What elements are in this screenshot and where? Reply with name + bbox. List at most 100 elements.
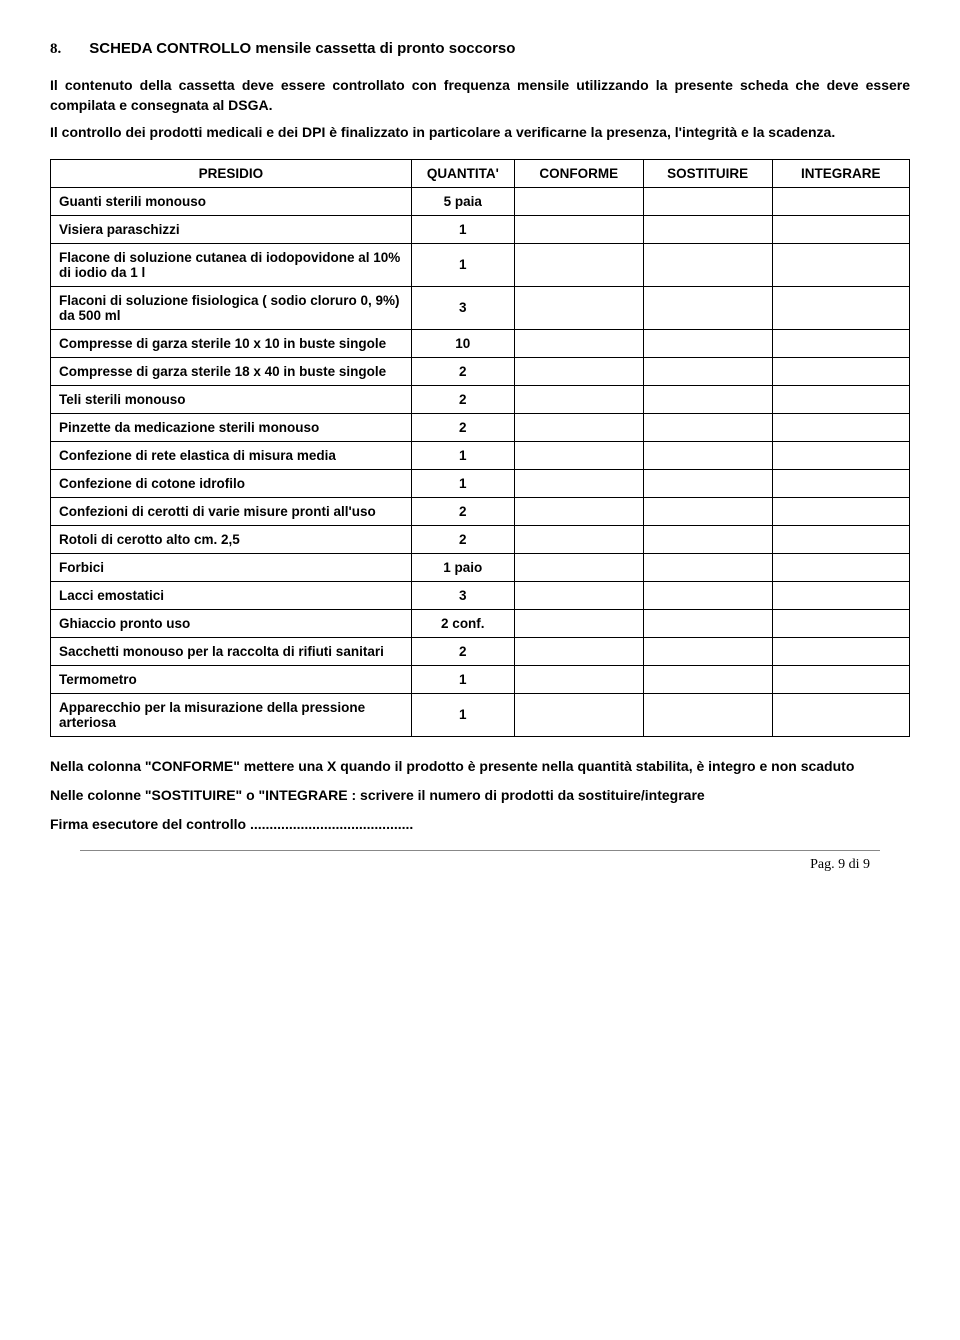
cell-quantita: 5 paia — [411, 187, 514, 215]
cell-conforme[interactable] — [514, 525, 643, 553]
note-conforme: Nella colonna "CONFORME" mettere una X q… — [50, 757, 910, 777]
cell-conforme[interactable] — [514, 329, 643, 357]
cell-integrare[interactable] — [772, 187, 909, 215]
table-row: Confezione di cotone idrofilo1 — [51, 469, 910, 497]
cell-sostituire[interactable] — [643, 665, 772, 693]
cell-conforme[interactable] — [514, 637, 643, 665]
cell-quantita: 2 — [411, 525, 514, 553]
intro-paragraph-1: Il contenuto della cassetta deve essere … — [50, 76, 910, 115]
header-conforme: CONFORME — [514, 159, 643, 187]
cell-sostituire[interactable] — [643, 385, 772, 413]
cell-integrare[interactable] — [772, 553, 909, 581]
cell-conforme[interactable] — [514, 581, 643, 609]
cell-integrare[interactable] — [772, 385, 909, 413]
cell-sostituire[interactable] — [643, 441, 772, 469]
cell-conforme[interactable] — [514, 215, 643, 243]
cell-sostituire[interactable] — [643, 286, 772, 329]
header-sostituire: SOSTITUIRE — [643, 159, 772, 187]
cell-conforme[interactable] — [514, 286, 643, 329]
cell-integrare[interactable] — [772, 215, 909, 243]
header-presidio: PRESIDIO — [51, 159, 412, 187]
table-row: Confezione di rete elastica di misura me… — [51, 441, 910, 469]
cell-conforme[interactable] — [514, 665, 643, 693]
cell-sostituire[interactable] — [643, 215, 772, 243]
note-sostituire-integrare: Nelle colonne "SOSTITUIRE" o "INTEGRARE … — [50, 786, 910, 806]
cell-quantita: 1 paio — [411, 553, 514, 581]
cell-integrare[interactable] — [772, 497, 909, 525]
header-integrare: INTEGRARE — [772, 159, 909, 187]
cell-conforme[interactable] — [514, 693, 643, 736]
section-title: 8. SCHEDA CONTROLLO mensile cassetta di p… — [50, 40, 910, 58]
cell-conforme[interactable] — [514, 385, 643, 413]
cell-presidio: Compresse di garza sterile 18 x 40 in bu… — [51, 357, 412, 385]
section-heading: SCHEDA CONTROLLO mensile cassetta di pro… — [89, 40, 515, 57]
cell-sostituire[interactable] — [643, 187, 772, 215]
cell-integrare[interactable] — [772, 469, 909, 497]
table-row: Ghiaccio pronto uso2 conf. — [51, 609, 910, 637]
cell-quantita: 2 — [411, 637, 514, 665]
cell-sostituire[interactable] — [643, 357, 772, 385]
cell-sostituire[interactable] — [643, 525, 772, 553]
cell-presidio: Rotoli di cerotto alto cm. 2,5 — [51, 525, 412, 553]
cell-conforme[interactable] — [514, 441, 643, 469]
checklist-table: PRESIDIO QUANTITA' CONFORME SOSTITUIRE I… — [50, 159, 910, 737]
cell-conforme[interactable] — [514, 413, 643, 441]
cell-conforme[interactable] — [514, 243, 643, 286]
cell-sostituire[interactable] — [643, 637, 772, 665]
cell-integrare[interactable] — [772, 441, 909, 469]
cell-integrare[interactable] — [772, 357, 909, 385]
cell-quantita: 1 — [411, 693, 514, 736]
cell-conforme[interactable] — [514, 553, 643, 581]
cell-integrare[interactable] — [772, 413, 909, 441]
cell-sostituire[interactable] — [643, 497, 772, 525]
cell-sostituire[interactable] — [643, 553, 772, 581]
cell-sostituire[interactable] — [643, 581, 772, 609]
cell-integrare[interactable] — [772, 637, 909, 665]
cell-presidio: Flaconi di soluzione fisiologica ( sodio… — [51, 286, 412, 329]
cell-integrare[interactable] — [772, 286, 909, 329]
cell-conforme[interactable] — [514, 469, 643, 497]
cell-presidio: Confezione di rete elastica di misura me… — [51, 441, 412, 469]
cell-integrare[interactable] — [772, 329, 909, 357]
table-row: Rotoli di cerotto alto cm. 2,52 — [51, 525, 910, 553]
cell-integrare[interactable] — [772, 693, 909, 736]
cell-integrare[interactable] — [772, 609, 909, 637]
cell-conforme[interactable] — [514, 357, 643, 385]
cell-integrare[interactable] — [772, 665, 909, 693]
table-row: Forbici1 paio — [51, 553, 910, 581]
cell-sostituire[interactable] — [643, 243, 772, 286]
cell-quantita: 2 — [411, 413, 514, 441]
footer-divider — [80, 850, 880, 851]
table-row: Pinzette da medicazione sterili monouso2 — [51, 413, 910, 441]
cell-presidio: Teli sterili monouso — [51, 385, 412, 413]
intro-paragraph-2: Il controllo dei prodotti medicali e dei… — [50, 123, 910, 143]
table-row: Confezioni di cerotti di varie misure pr… — [51, 497, 910, 525]
cell-conforme[interactable] — [514, 187, 643, 215]
cell-presidio: Forbici — [51, 553, 412, 581]
cell-quantita: 1 — [411, 665, 514, 693]
section-number: 8. — [50, 41, 61, 57]
cell-quantita: 1 — [411, 441, 514, 469]
cell-presidio: Confezioni di cerotti di varie misure pr… — [51, 497, 412, 525]
cell-sostituire[interactable] — [643, 329, 772, 357]
cell-presidio: Guanti sterili monouso — [51, 187, 412, 215]
cell-quantita: 2 — [411, 385, 514, 413]
table-row: Compresse di garza sterile 10 x 10 in bu… — [51, 329, 910, 357]
cell-sostituire[interactable] — [643, 693, 772, 736]
cell-conforme[interactable] — [514, 497, 643, 525]
cell-quantita: 3 — [411, 286, 514, 329]
page-footer: Pag. 9 di 9 — [50, 857, 910, 873]
table-row: Compresse di garza sterile 18 x 40 in bu… — [51, 357, 910, 385]
cell-integrare[interactable] — [772, 525, 909, 553]
cell-presidio: Termometro — [51, 665, 412, 693]
cell-sostituire[interactable] — [643, 413, 772, 441]
cell-integrare[interactable] — [772, 581, 909, 609]
cell-integrare[interactable] — [772, 243, 909, 286]
cell-presidio: Visiera paraschizzi — [51, 215, 412, 243]
cell-sostituire[interactable] — [643, 469, 772, 497]
cell-sostituire[interactable] — [643, 609, 772, 637]
cell-conforme[interactable] — [514, 609, 643, 637]
cell-presidio: Compresse di garza sterile 10 x 10 in bu… — [51, 329, 412, 357]
table-row: Sacchetti monouso per la raccolta di rif… — [51, 637, 910, 665]
cell-quantita: 1 — [411, 243, 514, 286]
